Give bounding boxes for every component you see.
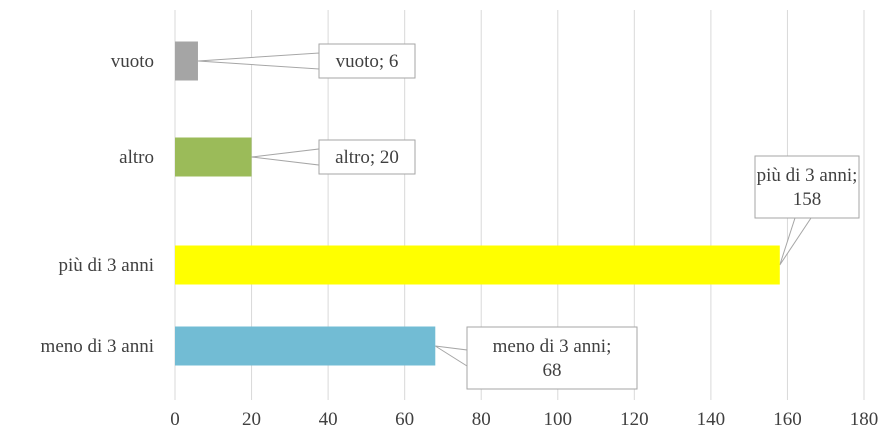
category-label: vuoto bbox=[111, 51, 154, 72]
x-tick-label: 40 bbox=[319, 409, 338, 430]
data-label-text: altro; 20 bbox=[335, 147, 399, 168]
x-tick-label: 100 bbox=[544, 409, 573, 430]
x-tick-label: 80 bbox=[472, 409, 491, 430]
data-label-text: vuoto; 6 bbox=[336, 51, 399, 72]
x-tick-label: 160 bbox=[773, 409, 802, 430]
callout-box bbox=[466, 326, 638, 390]
category-label: altro bbox=[119, 147, 154, 168]
callout-leader bbox=[779, 217, 812, 266]
callout-leader bbox=[251, 148, 320, 166]
x-tick-label: 20 bbox=[242, 409, 261, 430]
callout-leader bbox=[435, 345, 468, 367]
bar bbox=[175, 137, 252, 177]
x-tick-label: 0 bbox=[170, 409, 180, 430]
x-tick-label: 140 bbox=[697, 409, 726, 430]
x-tick-label: 180 bbox=[850, 409, 879, 430]
bar bbox=[175, 326, 436, 366]
data-label-callouts: vuoto; 6 altro; 20 più di 3 anni; 158 meno d… bbox=[197, 43, 860, 390]
data-label-text: 68 bbox=[543, 360, 562, 381]
x-axis-tick-labels: 0 20 40 60 80 100 120 140 160 180 bbox=[170, 409, 878, 430]
y-axis-category-labels: vuoto altro più di 3 anni meno di 3 anni bbox=[41, 51, 154, 357]
data-label: altro; 20 bbox=[251, 139, 416, 175]
callout-box bbox=[318, 43, 416, 79]
callout-leader bbox=[197, 52, 320, 70]
bar bbox=[175, 41, 198, 81]
data-label: meno di 3 anni; 68 bbox=[435, 326, 638, 390]
data-label: più di 3 anni; 158 bbox=[754, 155, 860, 266]
x-tick-label: 60 bbox=[395, 409, 414, 430]
x-tick-label: 120 bbox=[620, 409, 649, 430]
bars bbox=[175, 41, 780, 366]
data-label-text: 158 bbox=[793, 189, 822, 210]
callout-box bbox=[754, 155, 860, 219]
data-label: vuoto; 6 bbox=[197, 43, 416, 79]
data-label-text: più di 3 anni; bbox=[757, 165, 858, 186]
category-label: meno di 3 anni bbox=[41, 336, 154, 357]
data-label-text: meno di 3 anni; bbox=[493, 336, 612, 357]
bar bbox=[175, 245, 780, 285]
callout-box bbox=[318, 139, 416, 175]
category-label: più di 3 anni bbox=[58, 255, 154, 276]
